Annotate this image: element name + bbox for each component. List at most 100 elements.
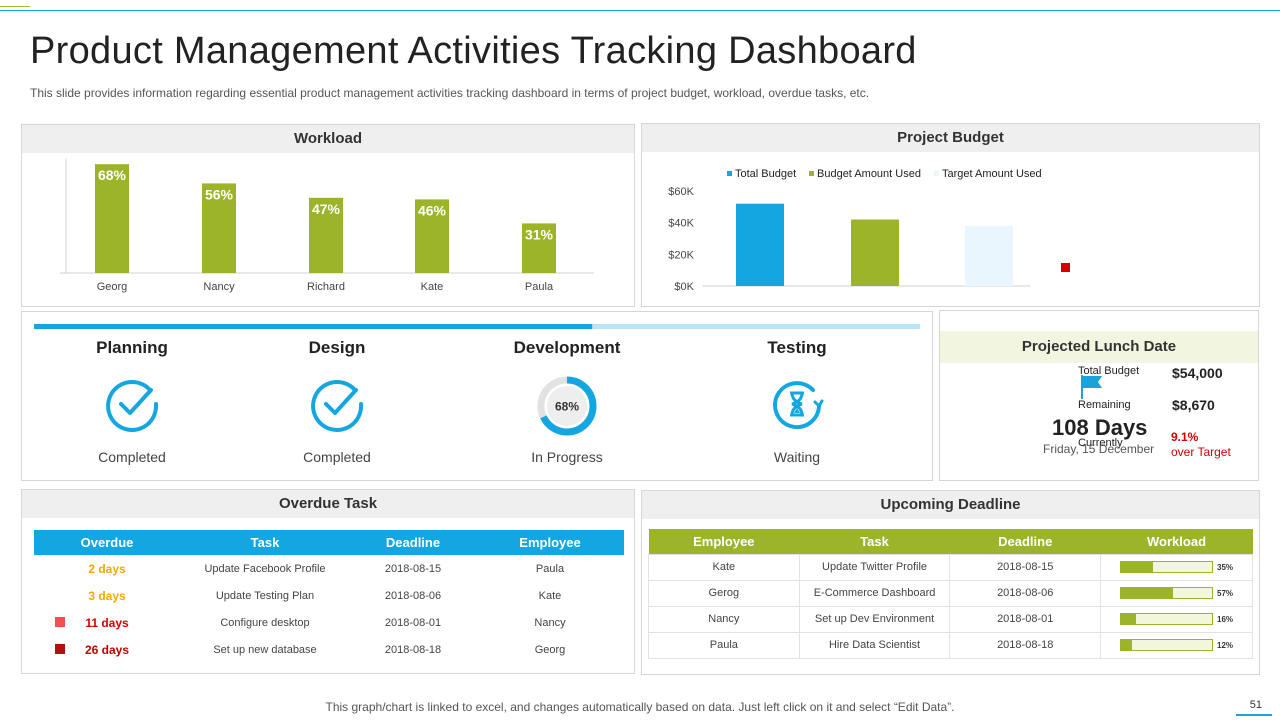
budget-bar[interactable]	[851, 219, 899, 287]
legend-swatch	[809, 171, 814, 176]
column-header: Task	[250, 535, 280, 550]
workload-progress-fill	[1121, 588, 1173, 598]
stage-status: Completed	[303, 449, 371, 465]
workload-chart[interactable]: 68% Georg 56% Nancy 47% Richard 46% Kate 31% Paul…	[22, 153, 634, 305]
stage-title: Development	[513, 338, 621, 357]
workload-category-label: Kate	[421, 281, 444, 293]
workload-progress-bar	[1120, 587, 1214, 599]
workload-progress-bar	[1120, 613, 1214, 625]
budget-bar[interactable]	[736, 203, 784, 286]
progress-ring-icon: 68%	[537, 376, 597, 436]
table-row[interactable]: 26 days Set up new database 2018-08-18 Geor…	[34, 636, 624, 663]
column-header: Task	[860, 533, 889, 549]
upcoming-task-cell: Hire Data Scientist	[798, 631, 951, 659]
budget-tick-label: $40K	[668, 218, 694, 230]
overdue-employee-cell: Paula	[535, 562, 565, 575]
column-header: Workload	[1147, 533, 1207, 549]
table-row[interactable]: 11 days Configure desktop 2018-08-01 Nancy	[34, 609, 624, 636]
table-row[interactable]: 3 days Update Testing Plan 2018-08-06 Kate	[34, 582, 624, 609]
flag-icon	[1081, 375, 1102, 399]
upcoming-workload-cell: 16%	[1100, 605, 1253, 633]
column-header: Employee	[519, 535, 581, 550]
table-row[interactable]: Gerog E-Commerce Dashboard 2018-08-06 57%	[648, 579, 1253, 607]
overdue-cell: 11 days	[34, 609, 180, 636]
legend-label: Budget Amount Used	[817, 168, 921, 180]
top-accent-mark	[0, 6, 30, 7]
overdue-deadline-cell: 2018-08-01	[384, 616, 442, 629]
budget-tick-label: $20K	[668, 249, 694, 261]
workload-heading: Workload	[22, 125, 634, 153]
overdue-days: 3 days	[88, 588, 126, 603]
project-stages-panel: Planning Completed Design Completed Deve…	[21, 311, 933, 481]
column-header: Deadline	[998, 533, 1053, 549]
overdue-table: Overdue Task Deadline Employee 2 days Upd…	[34, 530, 624, 663]
top-rule	[0, 10, 1280, 11]
remaining-value: $8,670	[1172, 397, 1215, 413]
upcoming-task-cell: Set up Dev Environment	[798, 605, 951, 633]
workload-progress-bar	[1120, 561, 1214, 573]
stage-title: Planning	[96, 338, 168, 357]
total-budget-label: Total Budget	[1078, 365, 1140, 377]
workload-progress-fill	[1121, 614, 1136, 624]
overdue-deadline-cell: 2018-08-15	[384, 562, 442, 575]
overdue-deadline-cell: 2018-08-18	[384, 643, 442, 656]
legend-swatch	[727, 171, 732, 176]
workload-percent-label: 57%	[1217, 588, 1234, 598]
projected-launch-panel: Projected Lunch Date Total Budget $54,00…	[939, 310, 1259, 481]
workload-bar[interactable]	[95, 164, 129, 273]
stage-title: Design	[308, 338, 366, 357]
check-circle-icon	[311, 379, 364, 432]
stage-progress-fill	[34, 324, 593, 329]
slide-title: Product Management Activities Tracking D…	[30, 30, 917, 72]
upcoming-deadline-cell: 2018-08-06	[949, 579, 1102, 607]
workload-bar[interactable]	[522, 223, 556, 273]
table-row[interactable]: Paula Hire Data Scientist 2018-08-18 12%	[648, 631, 1253, 659]
launch-heading: Projected Lunch Date	[940, 331, 1258, 363]
workload-percent-label: 16%	[1217, 614, 1234, 624]
upcoming-workload-cell: 35%	[1100, 553, 1253, 581]
overdue-task-cell: Update Facebook Profile	[204, 562, 326, 575]
workload-bar[interactable]	[202, 183, 236, 273]
currently-label: Currently	[1078, 437, 1123, 449]
footer-note: This graph/chart is linked to excel, and…	[325, 700, 955, 714]
overdue-cell: 2 days	[34, 555, 180, 582]
column-header: Overdue	[80, 535, 134, 550]
stage-progress-bar	[34, 324, 920, 329]
upcoming-employee-cell: Nancy	[648, 605, 800, 633]
workload-bar[interactable]	[415, 199, 449, 273]
budget-tick-label: $0K	[674, 281, 694, 293]
upcoming-employee-cell: Paula	[648, 631, 800, 659]
workload-category-label: Richard	[307, 281, 345, 293]
over-target-label: over Target	[1171, 445, 1231, 459]
severity-marker	[55, 644, 65, 654]
workload-percent-label: 35%	[1217, 562, 1234, 572]
workload-percent-label: 12%	[1217, 640, 1234, 650]
budget-heading: Project Budget	[642, 124, 1259, 152]
table-row[interactable]: 2 days Update Facebook Profile 2018-08-15 P…	[34, 555, 624, 582]
budget-chart[interactable]: $0K $20K $40K $60K Total Budget Budget Amount…	[642, 154, 1259, 304]
page-number-underline	[1236, 714, 1272, 716]
upcoming-task-cell: E-Commerce Dashboard	[798, 579, 951, 607]
severity-marker	[55, 617, 65, 627]
table-row[interactable]: Nancy Set up Dev Environment 2018-08-01 16%	[648, 605, 1253, 633]
budget-bar[interactable]	[965, 225, 1013, 286]
workload-progress-fill	[1121, 640, 1132, 650]
table-row[interactable]: Kate Update Twitter Profile 2018-08-15 35%	[648, 553, 1253, 581]
upcoming-workload-cell: 12%	[1100, 631, 1253, 659]
upcoming-deadline-cell: 2018-08-18	[949, 631, 1102, 659]
upcoming-deadline-panel: Upcoming Deadline Employee Task Deadline…	[641, 490, 1260, 675]
overdue-days: 26 days	[84, 642, 130, 657]
column-header: Employee	[693, 533, 755, 549]
workload-value-label: 31%	[525, 226, 554, 242]
overdue-days: 11 days	[85, 615, 129, 630]
overdue-employee-cell: Nancy	[534, 616, 566, 629]
upcoming-task-cell: Update Twitter Profile	[798, 553, 951, 581]
overdue-cell: 26 days	[34, 636, 180, 663]
project-budget-panel: Project Budget $0K $20K $40K $60K Total Budg…	[641, 123, 1260, 307]
overdue-task-cell: Set up new database	[213, 643, 317, 656]
workload-value-label: 47%	[312, 201, 341, 217]
workload-bar[interactable]	[309, 197, 343, 273]
launch-date: Friday, 15 December	[1043, 442, 1155, 456]
workload-category-label: Paula	[525, 281, 554, 293]
development-percent-label: 68%	[555, 400, 579, 414]
